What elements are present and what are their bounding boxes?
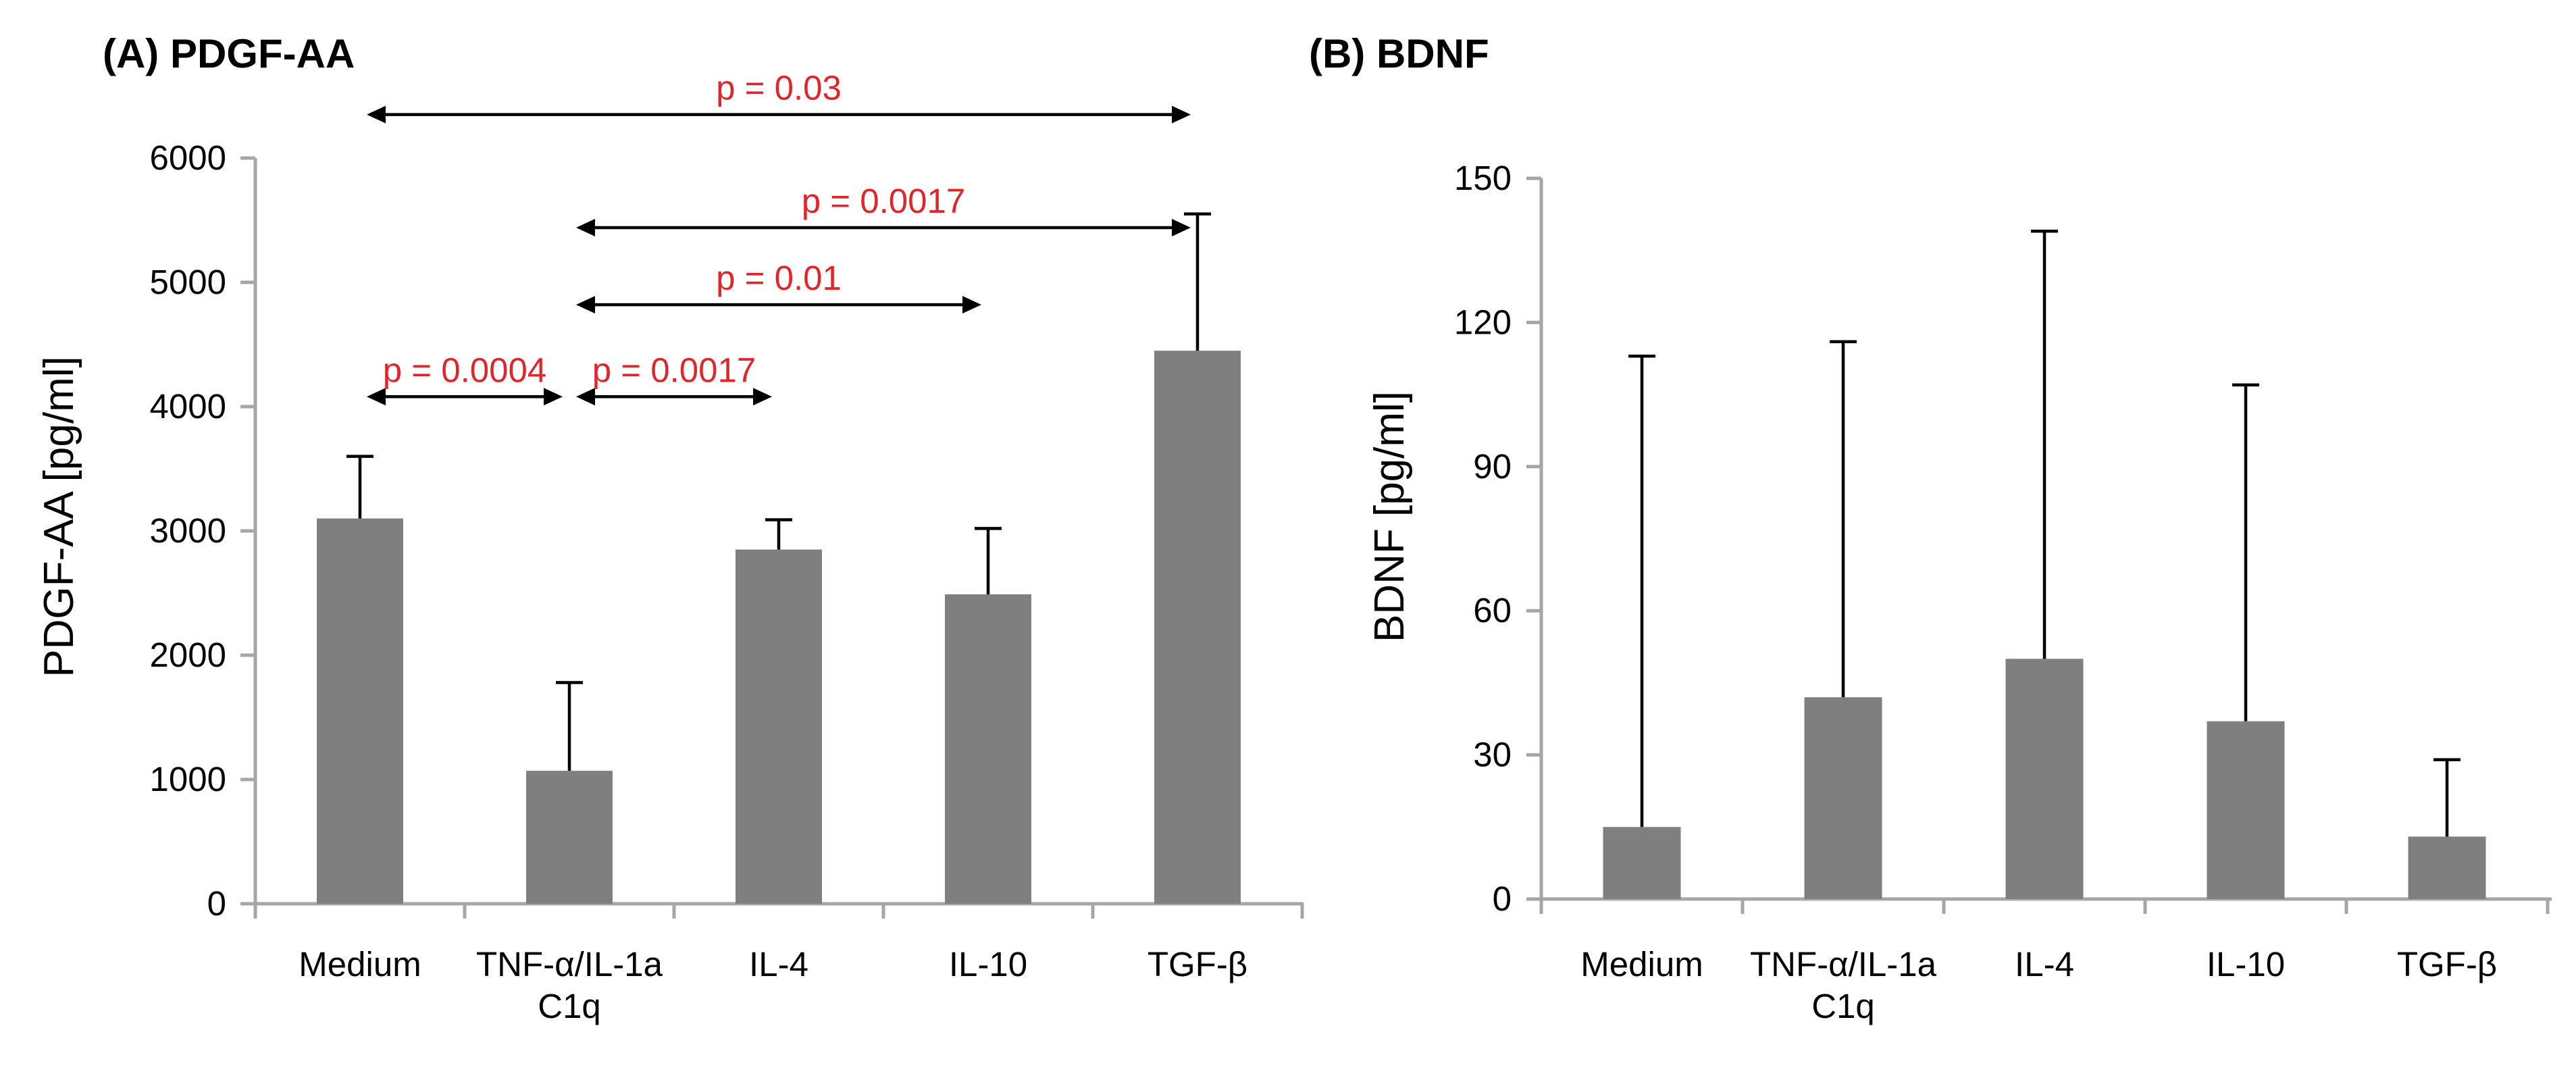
panel-a-bar: [526, 771, 613, 904]
panel-a-p-value-label: p = 0.0017: [592, 351, 756, 389]
panel-b-title: (B) BDNF: [1309, 31, 1489, 76]
panel-a-category-label: C1q: [538, 987, 601, 1025]
panel-b-y-tick-label: 150: [1454, 159, 1512, 197]
panel-b-bar: [1804, 697, 1882, 899]
panel-a-comparison-arrowhead-left: [367, 388, 386, 406]
panel-a-comparison-arrowhead-left: [576, 388, 595, 406]
panel-a-y-tick-label: 4000: [150, 387, 226, 426]
panel-a-comparison-arrowhead-right: [544, 388, 563, 406]
panel-b-category-label: TGF-β: [2397, 945, 2497, 983]
panel-a-comparison-arrowhead-right: [1172, 105, 1191, 124]
panel-b-y-tick-label: 90: [1473, 447, 1512, 486]
panel-a-comparison-arrowhead-right: [753, 388, 772, 406]
panel-b-category-label: IL-10: [2207, 945, 2285, 983]
panel-a-comparison-arrowhead-left: [576, 296, 595, 314]
panel-a-p-value-label: p = 0.0017: [802, 182, 965, 220]
panel-b-y-tick-label: 0: [1493, 879, 1512, 918]
panel-a-comparison-arrowhead-right: [1172, 219, 1191, 237]
panel-a-bar: [1154, 351, 1241, 904]
panel-a-bar: [945, 594, 1031, 904]
panel-b-y-tick-label: 60: [1473, 591, 1512, 630]
panel-a-y-tick-label: 1000: [150, 760, 226, 798]
panel-b-plot: 0 30 60 90 120 150 Medium TNF-α/IL-1a C1q IL-4 IL-…: [1454, 159, 2552, 1025]
panel-a-title: (A) PDGF-AA: [103, 31, 355, 76]
panel-a-category-label: TGF-β: [1148, 945, 1247, 983]
panel-a-bar: [736, 549, 822, 904]
panel-b-bar: [2005, 659, 2084, 899]
panel-a-y-tick-label: 2000: [150, 636, 226, 674]
panel-a-y-tick-label: 3000: [150, 511, 226, 550]
panel-b-bar: [1603, 827, 1681, 899]
panel-b-bar: [2207, 721, 2285, 899]
panel-b-category-label: TNF-α/IL-1a: [1750, 945, 1937, 983]
panel-a-comparison-arrowhead-left: [576, 219, 595, 237]
panel-a-p-value-label: p = 0.01: [716, 259, 842, 297]
panel-b-y-axis-label: BDNF [pg/ml]: [1366, 391, 1413, 642]
panel-a-bar: [317, 518, 403, 904]
panel-a-p-value-label: p = 0.03: [716, 69, 842, 107]
panel-a-y-tick-label: 6000: [150, 138, 226, 177]
panel-a-category-label: IL-4: [749, 945, 808, 983]
panel-a-plot: 0 1000 2000 3000 4000 5000 6000 Medium TNF-α/IL-…: [150, 69, 1304, 1025]
panel-b-bar: [2408, 836, 2486, 899]
panel-b-category-label: Medium: [1580, 945, 1703, 983]
panel-a-comparison-arrowhead-left: [367, 105, 386, 124]
panel-b-y-tick-label: 120: [1454, 303, 1512, 341]
panel-a-y-tick-label: 0: [207, 884, 226, 923]
panel-a-y-tick-label: 5000: [150, 263, 226, 301]
panel-a-p-value-label: p = 0.0004: [383, 351, 546, 389]
panel-b-y-tick-label: 30: [1473, 736, 1512, 774]
panel-a-category-label: Medium: [299, 945, 421, 983]
panel-a-category-label: TNF-α/IL-1a: [476, 945, 663, 983]
panel-a-y-axis-label: PDGF-AA [pg/ml]: [36, 356, 82, 677]
panel-b-category-label: IL-4: [2015, 945, 2074, 983]
panel-b-category-label: C1q: [1811, 987, 1875, 1025]
panel-a-category-label: IL-10: [949, 945, 1027, 983]
panel-a-comparison-arrowhead-right: [962, 296, 981, 314]
